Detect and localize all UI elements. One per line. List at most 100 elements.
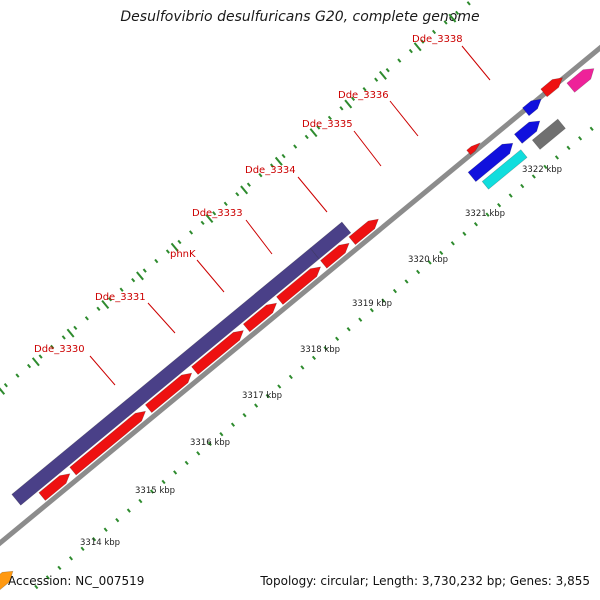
gene-label-Dde_3331: Dde_3331 [95, 292, 146, 303]
tick-mark [235, 192, 240, 197]
scale-tick [300, 365, 305, 370]
major-tick-mark [66, 328, 75, 338]
tick-mark [397, 58, 402, 63]
tick-mark [362, 87, 367, 92]
scale-label-3315-kbp: 3315 kbp [135, 486, 175, 496]
tick-mark [293, 144, 298, 149]
gene-label-Dde_3330: Dde_3330 [34, 344, 85, 355]
tick-mark [455, 10, 460, 16]
tick-mark [431, 29, 437, 35]
tick-mark [73, 325, 78, 331]
gene-red-0 [38, 473, 71, 501]
scale-tick [115, 517, 120, 523]
gene-red-7 [348, 218, 379, 246]
scale-tick [219, 432, 224, 437]
tick-mark [119, 287, 124, 292]
scale-tick [358, 317, 363, 322]
scale-tick [149, 489, 155, 494]
tick-mark [142, 268, 147, 273]
leader-line-Dde_3333 [245, 219, 273, 255]
scale-tick [335, 336, 340, 341]
scale-tick [254, 403, 259, 408]
scale-tick [462, 231, 467, 236]
tick-mark [3, 382, 8, 388]
gene-gray [531, 118, 566, 150]
scale-tick [450, 241, 455, 246]
leader-line-Dde_3338 [461, 45, 491, 81]
map-title: Desulfovibrio desulfuricans G20, complet… [120, 9, 480, 25]
gene-label-Dde_3334: Dde_3334 [245, 165, 296, 176]
scale-label-3318-kbp: 3318 kbp [300, 345, 340, 355]
scale-tick [381, 298, 386, 303]
gene-label-Dde_3338: Dde_3338 [412, 34, 463, 45]
gene-blue-2 [513, 120, 541, 144]
leader-line-Dde_3331 [147, 302, 176, 334]
tick-mark [50, 344, 55, 350]
gene-red-5 [276, 266, 322, 305]
scale-tick [242, 412, 247, 418]
scale-tick [554, 155, 559, 160]
gene-pink [566, 68, 595, 93]
gene-cyan [481, 149, 528, 190]
tick-mark [188, 230, 194, 235]
gene-red-1 [69, 410, 146, 476]
scale-label-3316-kbp: 3316 kbp [190, 438, 230, 448]
scale-tick [184, 460, 189, 466]
scale-label-3317-kbp: 3317 kbp [242, 391, 282, 401]
gene-purple-long [11, 247, 320, 506]
scale-tick [80, 546, 85, 551]
scale-label-3321-kbp: 3321 kbp [465, 209, 505, 219]
gene-red-2 [144, 372, 193, 414]
scale-tick [416, 269, 421, 275]
tick-mark [350, 96, 356, 101]
leader-line-Dde_3336 [389, 100, 419, 137]
major-tick-mark [136, 271, 144, 281]
genome-summary: Topology: circular; Length: 3,730,232 bp… [260, 574, 590, 588]
major-tick-mark [101, 299, 110, 309]
scale-tick [207, 441, 212, 446]
major-tick-mark [170, 242, 179, 252]
scale-tick [45, 575, 50, 580]
scale-tick [578, 136, 583, 141]
scale-tick [196, 451, 201, 456]
tick-mark [26, 363, 32, 369]
scale-tick [439, 250, 444, 256]
tick-mark [15, 373, 20, 378]
scale-tick [161, 479, 166, 485]
tick-mark [281, 153, 286, 159]
tick-mark [246, 182, 251, 187]
tick-mark [165, 249, 170, 254]
tick-mark [316, 125, 321, 130]
tick-mark [200, 220, 205, 226]
gene-red-tiny [466, 142, 481, 156]
scale-label-3319-kbp: 3319 kbp [352, 299, 392, 309]
gene-label-Dde_3333: Dde_3333 [192, 208, 243, 219]
scale-label-3320-kbp: 3320 kbp [408, 255, 448, 265]
scale-tick [392, 288, 398, 294]
scale-tick [485, 212, 490, 217]
gene-red-3 [191, 330, 244, 375]
leader-line-Dde_3335 [353, 130, 382, 167]
scale-tick [566, 145, 571, 151]
scale-tick [173, 470, 178, 475]
major-tick-mark [413, 42, 422, 52]
tick-mark [374, 77, 379, 82]
gene-purple-dde3336 [309, 221, 352, 260]
scale-tick [369, 307, 374, 313]
tick-mark [96, 306, 101, 311]
scale-tick [230, 422, 236, 427]
scale-tick [68, 556, 74, 561]
major-tick-mark [379, 70, 387, 80]
tick-mark [408, 48, 413, 54]
major-tick-mark [205, 214, 214, 224]
tick-mark [420, 39, 425, 44]
tick-mark [466, 1, 471, 6]
gene-red-right [540, 77, 563, 98]
scale-tick [520, 183, 525, 189]
gene-orange-bl [0, 570, 14, 591]
scale-tick [543, 164, 548, 170]
scale-tick [126, 508, 131, 513]
scale-tick [92, 537, 97, 542]
